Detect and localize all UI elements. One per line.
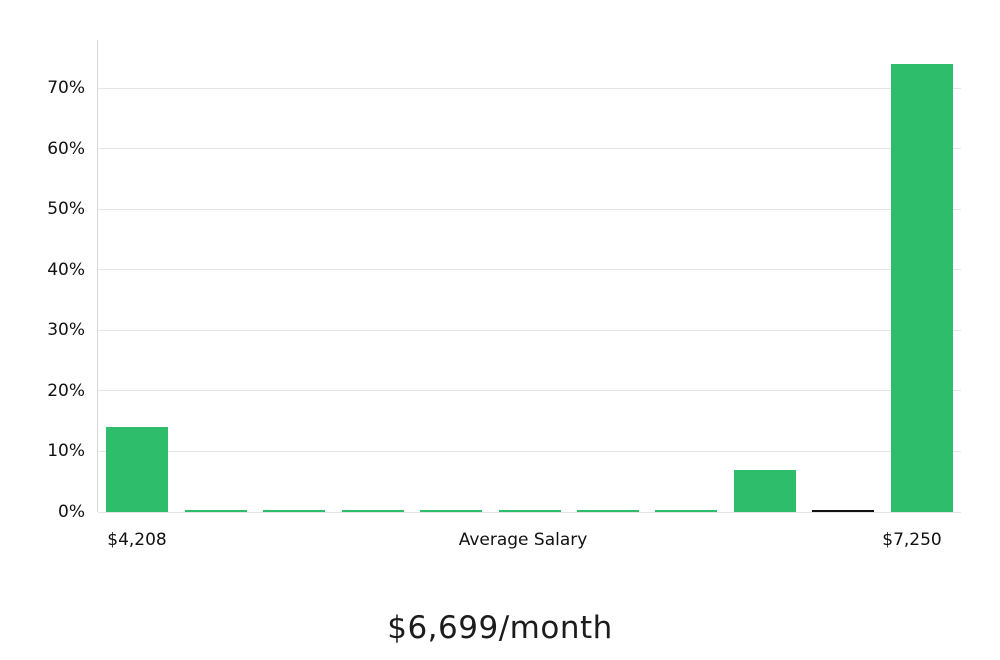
gridline bbox=[98, 390, 961, 392]
bar bbox=[655, 510, 718, 512]
bar bbox=[184, 510, 247, 512]
y-tick-label: 70% bbox=[47, 78, 85, 99]
x-label-max: $7,250 bbox=[882, 530, 942, 550]
y-tick-label: 10% bbox=[47, 441, 85, 462]
bar bbox=[263, 510, 326, 512]
bar bbox=[733, 469, 796, 512]
gridline bbox=[98, 450, 961, 452]
bar bbox=[420, 510, 483, 512]
bar bbox=[576, 510, 639, 512]
y-tick-label: 20% bbox=[47, 380, 85, 401]
gridline bbox=[98, 208, 961, 210]
bar bbox=[498, 510, 561, 512]
x-label-min: $4,208 bbox=[107, 530, 167, 550]
bar bbox=[106, 427, 169, 512]
gridline bbox=[98, 329, 961, 331]
y-tick-label: 60% bbox=[47, 138, 85, 159]
average-salary-title: $6,699/month bbox=[387, 610, 613, 646]
bar bbox=[812, 509, 875, 512]
gridline bbox=[98, 87, 961, 89]
y-tick-label: 30% bbox=[47, 320, 85, 341]
y-tick-label: 50% bbox=[47, 199, 85, 220]
y-tick-label: 0% bbox=[58, 502, 85, 522]
bar bbox=[341, 510, 404, 512]
y-axis: 0% 10% 20% 30% 40% 50% 60% 70% bbox=[0, 0, 85, 660]
gridline bbox=[98, 511, 961, 513]
plot-area bbox=[97, 40, 961, 513]
gridline bbox=[98, 269, 961, 271]
bar bbox=[890, 64, 953, 512]
gridline bbox=[98, 148, 961, 150]
x-axis-title: Average Salary bbox=[458, 530, 588, 550]
y-tick-label: 40% bbox=[47, 259, 85, 280]
